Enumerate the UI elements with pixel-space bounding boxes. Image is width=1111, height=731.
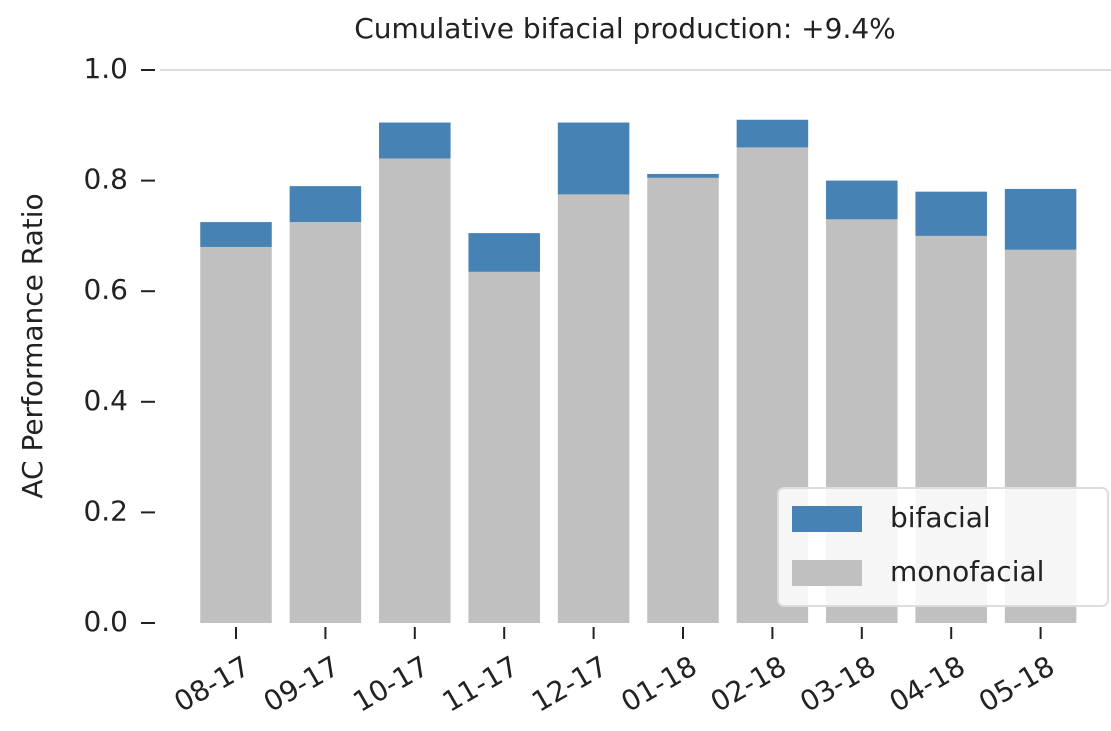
y-tick-label: 0.8 (83, 163, 128, 196)
x-tick-label: 01-18 (616, 649, 703, 718)
bar-segment (557, 122, 630, 195)
legend-swatch (792, 506, 862, 532)
legend-swatch (792, 560, 862, 586)
x-tick-label: 05-18 (973, 649, 1060, 718)
bar-segment (647, 177, 719, 623)
legend-label: bifacial (890, 501, 991, 534)
bar-segment (379, 122, 451, 159)
y-tick-label: 0.0 (83, 605, 128, 638)
bar-segment (468, 271, 540, 623)
x-tick-label: 12-17 (526, 649, 613, 718)
bar-segment (736, 119, 809, 148)
x-tick-label: 04-18 (884, 649, 971, 718)
y-tick-label: 1.0 (83, 52, 128, 85)
x-tick-label: 02-18 (705, 649, 792, 718)
bar-segment (826, 180, 898, 220)
bar-segment (647, 173, 719, 178)
bar-segment (468, 233, 540, 272)
x-tick-label: 10-17 (347, 649, 434, 718)
x-tick-label: 03-18 (794, 649, 881, 718)
bar-segment (289, 186, 362, 223)
y-axis-label: AC Performance Ratio (16, 193, 49, 498)
x-tick-label: 08-17 (169, 649, 256, 718)
chart-title: Cumulative bifacial production: +9.4% (354, 12, 896, 45)
bar-segment (379, 158, 451, 624)
bar-segment (200, 222, 272, 247)
y-tick-label: 0.2 (83, 494, 128, 527)
legend-label: monofacial (890, 555, 1044, 588)
bar-segment (915, 191, 987, 236)
y-tick-label: 0.6 (83, 273, 128, 306)
bar-segment (200, 246, 272, 623)
bar-segment (557, 194, 630, 624)
x-tick-label: 11-17 (437, 649, 524, 718)
bar-segment (1004, 188, 1077, 250)
y-tick-label: 0.4 (83, 384, 128, 417)
bar-segment (289, 222, 362, 623)
x-tick-label: 09-17 (258, 649, 345, 718)
